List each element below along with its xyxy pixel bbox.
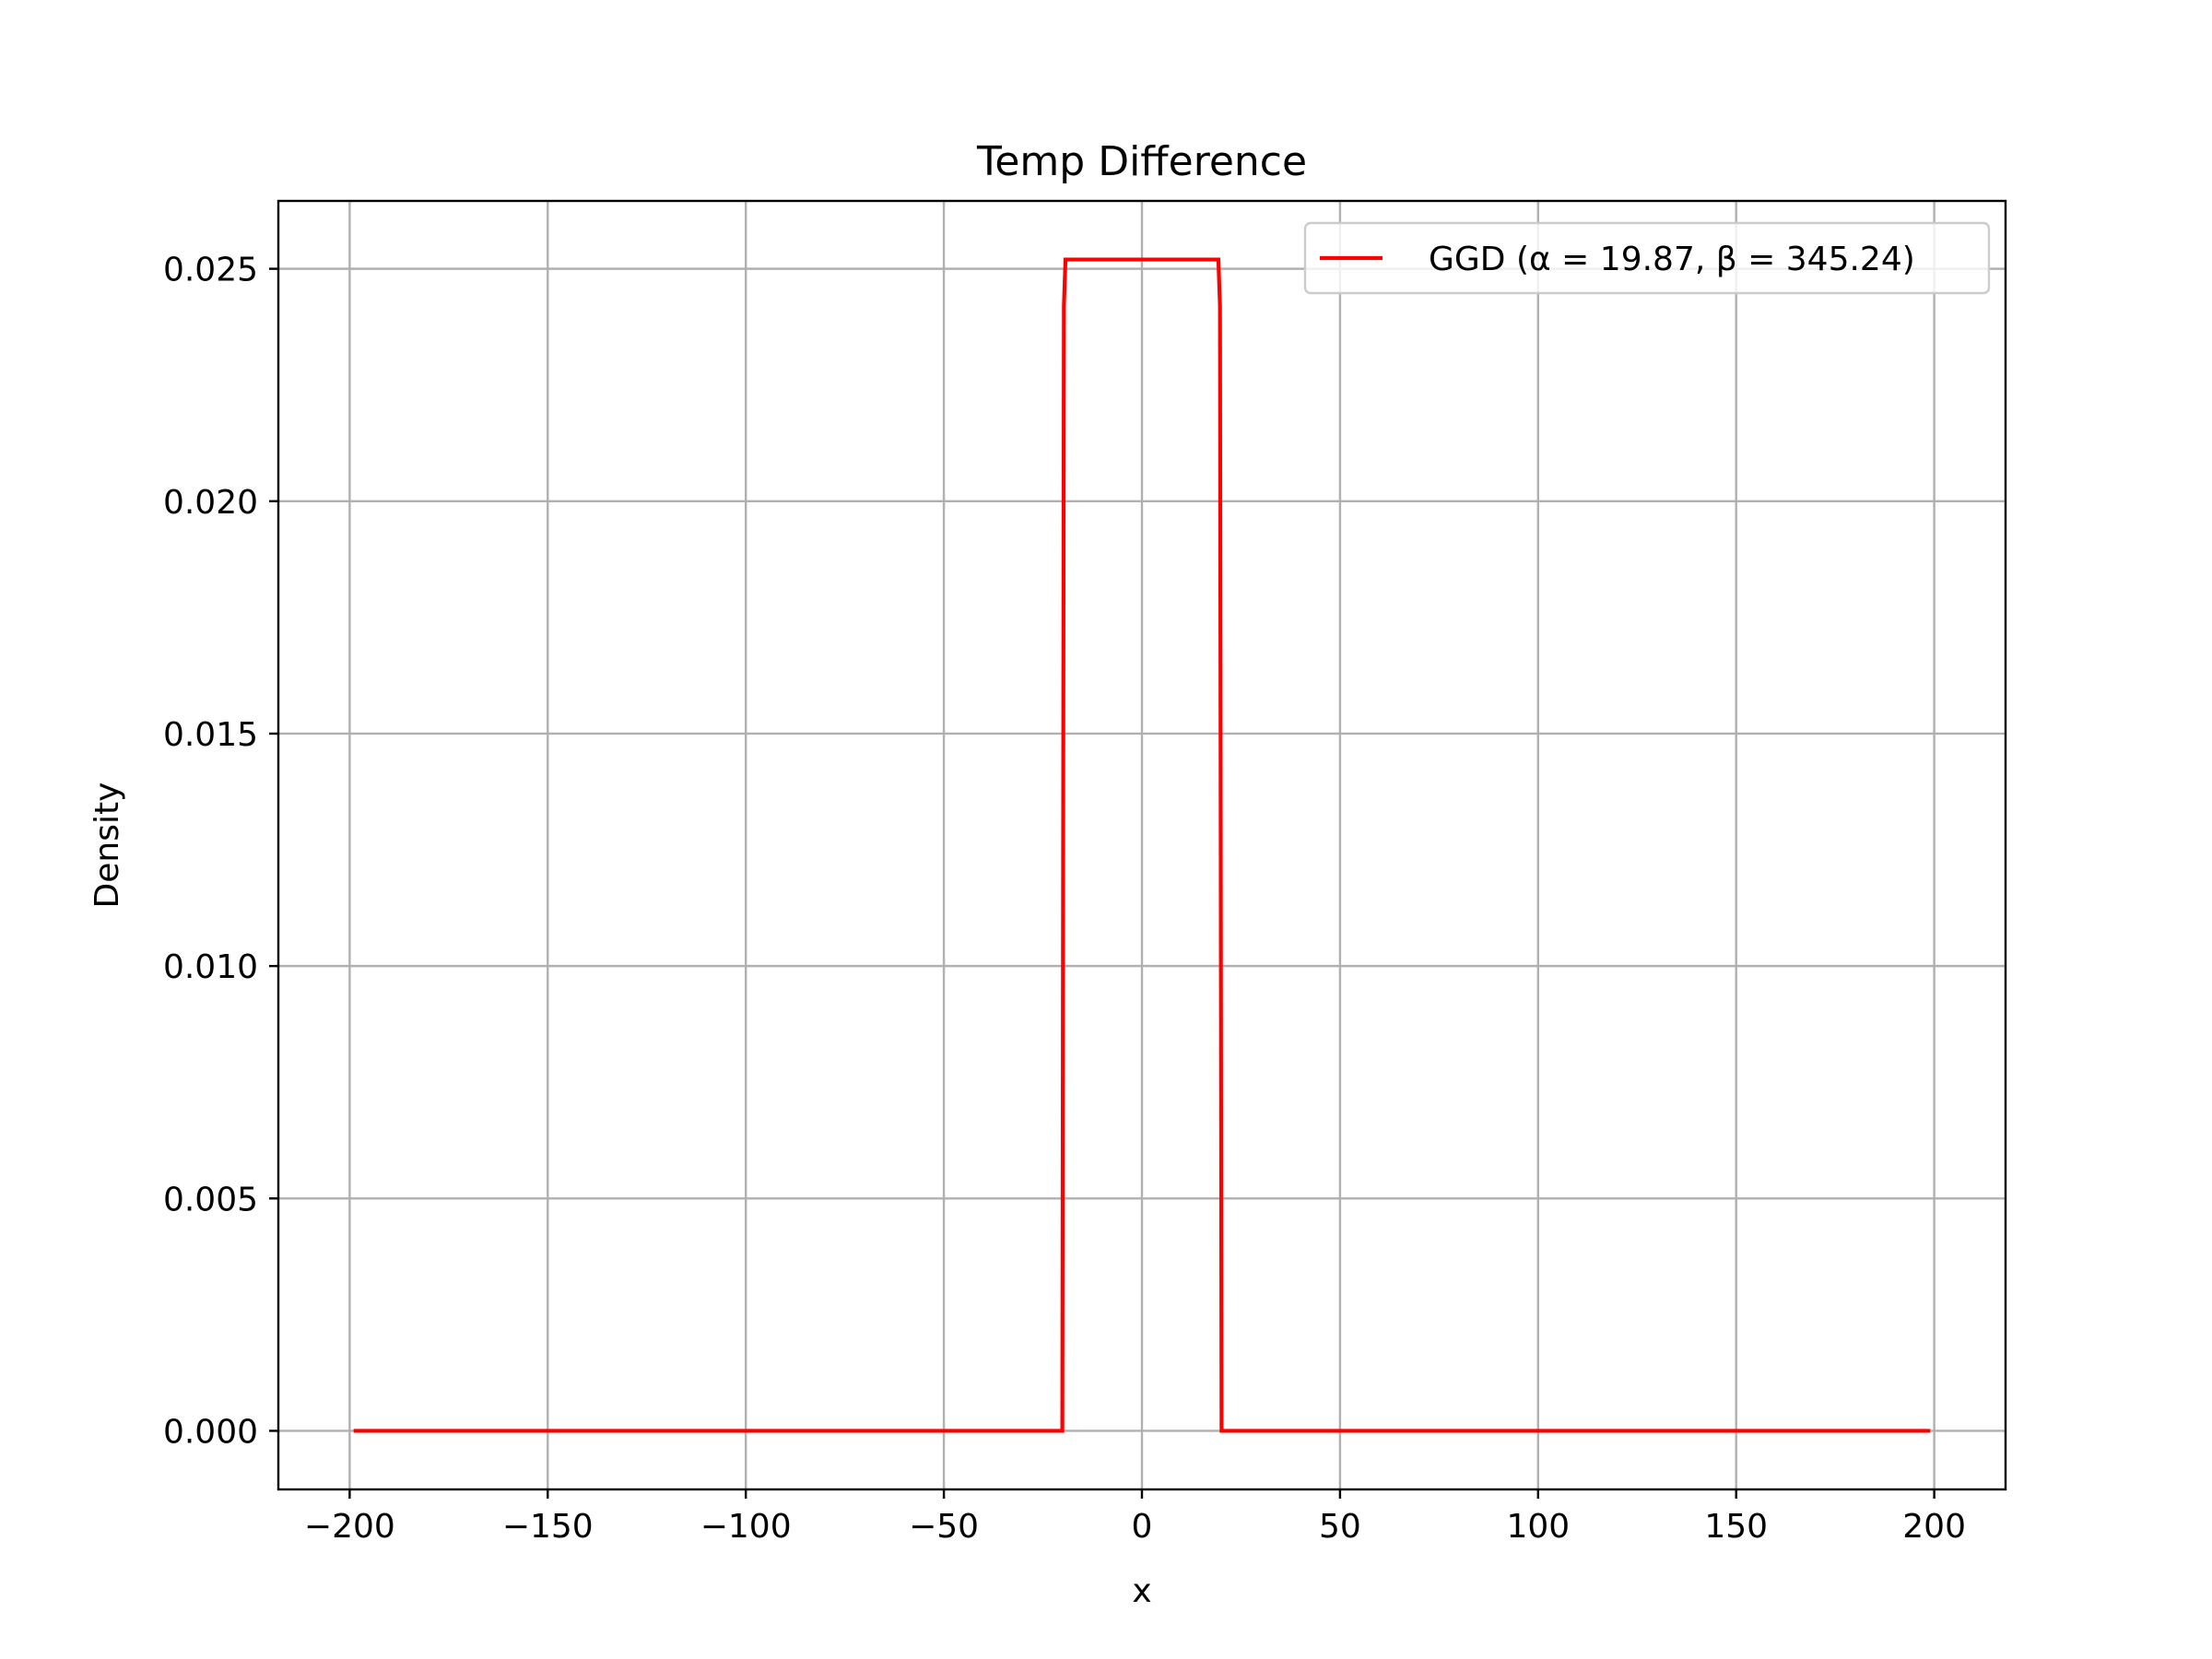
y-tick-label: 0.000 [163,1413,258,1451]
y-tick-label: 0.015 [163,716,258,754]
y-tick-label: 0.010 [163,948,258,986]
y-tick-label: 0.025 [163,252,258,289]
x-tick-label: 0 [1132,1508,1153,1546]
x-tick-label: −100 [700,1508,792,1546]
y-axis-label: Density [88,782,126,909]
ticks: −200 −150 −100 −50 0 50 100 150 200 0.000 0.005 0.0… [163,252,1966,1546]
x-tick-label: 200 [1902,1508,1966,1546]
chart-title: Temp Difference [976,138,1307,185]
x-tick-label: −150 [502,1508,594,1546]
x-tick-label: 150 [1704,1508,1768,1546]
x-tick-label: −200 [304,1508,395,1546]
series-layer [353,257,1931,1433]
y-tick-label: 0.020 [163,484,258,522]
legend-box [1303,221,1991,295]
x-tick-label: 50 [1319,1508,1361,1546]
x-axis-label: x [1132,1572,1151,1610]
series-line [353,257,1931,1433]
legend: GGD (α = 19.87, β = 345.24) [1303,221,1991,295]
legend-label: GGD (α = 19.87, β = 345.24) [1429,241,1915,278]
x-tick-label: 100 [1506,1508,1570,1546]
y-tick-label: 0.005 [163,1181,258,1218]
x-tick-label: −50 [909,1508,979,1546]
